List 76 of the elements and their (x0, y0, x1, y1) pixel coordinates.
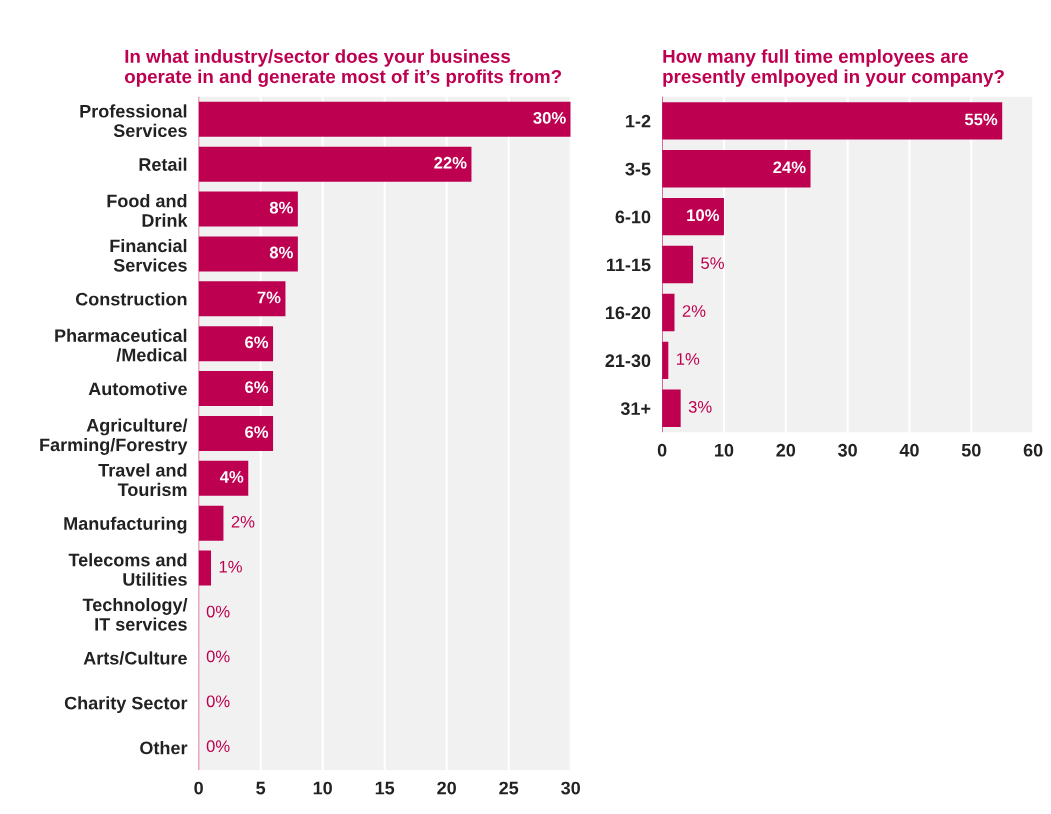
x-tick-label: 5 (256, 781, 266, 795)
y-tick-label: Charity Sector (64, 696, 188, 714)
y-tick-label: Technology/ IT services (82, 597, 188, 631)
data-label: 22% (434, 156, 467, 169)
x-tick-label: 20 (776, 443, 796, 457)
x-tick-label: 30 (561, 781, 580, 795)
y-tick-label: Construction (75, 292, 187, 306)
bar (198, 281, 286, 317)
data-label: 2% (231, 515, 255, 528)
chart-title: In what industry/sector does your business operate in and generate most of it’s profits from? (124, 49, 562, 87)
data-label: 6% (245, 381, 269, 394)
data-label: 1% (677, 353, 700, 365)
data-label: 4% (219, 471, 244, 483)
bar (198, 415, 274, 451)
y-tick-label: Other (140, 741, 188, 755)
bar (198, 550, 212, 586)
y-tick-label: Manufacturing (64, 516, 187, 534)
y-tick-label: Telecoms and Utilities (68, 553, 187, 586)
data-label: 1% (219, 560, 242, 573)
x-tick-label: 0 (194, 781, 203, 795)
x-tick-label: 0 (657, 443, 667, 457)
y-tick-label: 6-10 (615, 210, 651, 224)
y-tick-label: Food and Drink (107, 194, 188, 227)
data-label: 24% (773, 161, 806, 174)
y-tick-label: Professional Services (80, 104, 187, 138)
data-label: 0% (206, 650, 230, 663)
y-tick-label: Financial Services (110, 238, 187, 272)
bar (662, 150, 811, 188)
y-tick-label: 3-5 (625, 162, 651, 176)
y-tick-label: Agriculture/ Farming/Forestry (40, 418, 188, 455)
x-tick-label: 10 (313, 781, 332, 795)
y-tick-label: Travel and Tourism (98, 463, 187, 497)
data-label: 6% (245, 426, 269, 438)
bar (198, 101, 571, 137)
data-label: 6% (245, 336, 269, 349)
data-label: 0% (206, 695, 230, 708)
bar (198, 146, 472, 182)
y-tick-label: 1-2 (626, 114, 651, 128)
bar (198, 371, 274, 407)
y-tick-label: 31+ (620, 402, 651, 416)
data-label: 55% (964, 113, 998, 126)
y-tick-label: 21-30 (605, 354, 651, 368)
bar (662, 102, 1003, 140)
y-tick-label: 11-15 (606, 258, 651, 272)
bar (662, 197, 724, 236)
data-label: 0% (206, 605, 230, 618)
bar (198, 460, 249, 496)
data-label: 8% (269, 201, 293, 214)
data-label: 7% (257, 291, 281, 304)
data-label: 2% (682, 305, 706, 317)
x-tick-label: 15 (375, 781, 395, 795)
data-label: 5% (701, 257, 724, 270)
y-tick-label: Retail (139, 157, 187, 171)
chart-title: How many full time employees are presently emlpoyed in your company? (663, 49, 1004, 87)
y-tick-label: Automotive (88, 382, 187, 396)
bar (198, 326, 274, 362)
x-tick-label: 10 (715, 443, 734, 457)
data-label: 8% (269, 246, 293, 259)
x-tick-label: 60 (1023, 443, 1043, 457)
data-label: 3% (688, 400, 712, 413)
bar (198, 191, 298, 227)
bar (198, 236, 298, 272)
data-label: 30% (533, 111, 566, 124)
x-tick-label: 40 (899, 443, 919, 457)
y-tick-label: Pharmaceutical /Medical (55, 328, 187, 362)
y-tick-label: Arts/Culture (83, 651, 187, 665)
x-tick-label: 20 (437, 781, 456, 795)
bar (662, 245, 694, 284)
data-label: 10% (687, 209, 720, 222)
data-label: 0% (206, 740, 230, 753)
x-tick-label: 25 (499, 781, 519, 795)
bar (662, 389, 681, 427)
x-tick-label: 50 (961, 443, 981, 457)
bar (198, 505, 224, 541)
y-tick-label: 16-20 (605, 306, 651, 320)
x-tick-label: 30 (838, 443, 857, 457)
